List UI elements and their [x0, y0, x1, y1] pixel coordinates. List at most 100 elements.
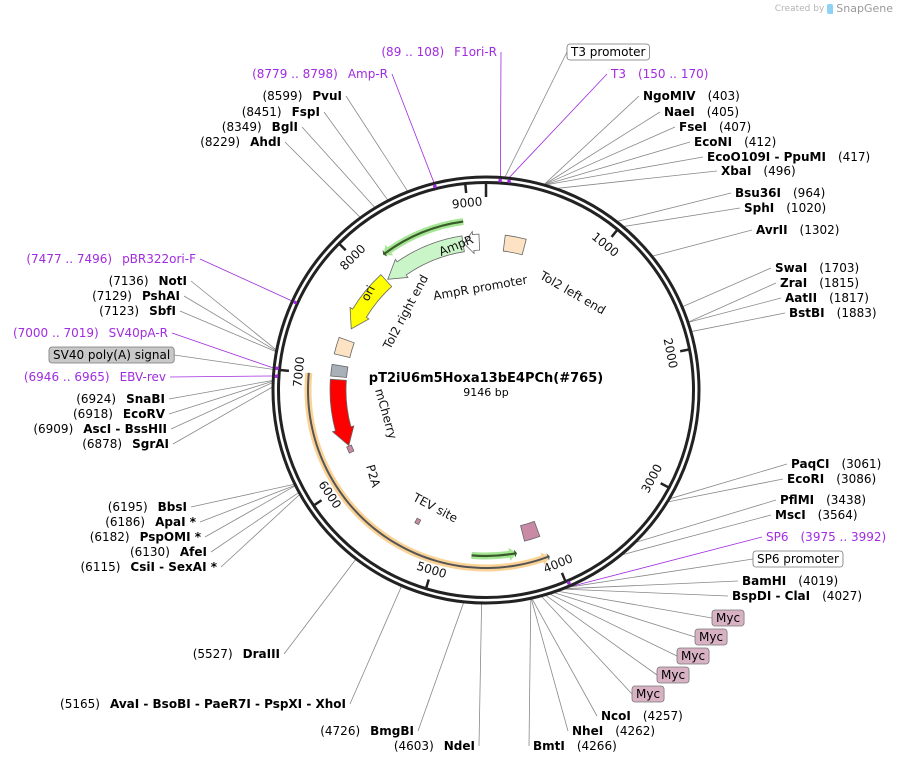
primer-range: (7000 .. 7019) — [13, 326, 99, 340]
feature-leader-line — [541, 596, 633, 695]
tick-label: 1000 — [589, 230, 621, 260]
orf-highlight — [383, 218, 464, 256]
primer-leader-line — [499, 51, 502, 177]
enzyme-leader-line — [530, 599, 569, 732]
enzyme-leader-line — [544, 111, 661, 185]
feature-ampr-promoter — [463, 230, 481, 255]
enzyme-leader-line — [531, 598, 598, 717]
enzyme-site-label: BmtI (4266) — [533, 739, 617, 753]
enzyme-leader-line — [557, 170, 718, 189]
tick-label: 7000 — [290, 356, 307, 388]
enzyme-site-label: (8349) BglI — [222, 120, 298, 134]
enzyme-name: FspI — [292, 105, 320, 119]
feature-box — [752, 550, 844, 568]
enzyme-site-label: (7123) SbfI — [99, 304, 176, 318]
feature-leader-line — [554, 592, 696, 638]
tick-mark — [610, 229, 619, 238]
enzyme-leader-line — [349, 586, 402, 705]
primer-label: (6946 .. 6965) EBV-rev — [24, 370, 166, 384]
tick-mark — [313, 499, 323, 507]
enzyme-leader-line — [688, 282, 777, 323]
feature-leader-line — [504, 51, 568, 178]
feature-box-label: SV40 poly(A) signal — [53, 348, 170, 362]
enzyme-position: (6924) — [76, 392, 116, 406]
feature-box-label: Myc — [661, 668, 685, 682]
primer-name: SP6 — [766, 530, 789, 544]
enzyme-name: XbaI — [721, 164, 751, 178]
enzyme-position: (4266) — [577, 739, 617, 753]
enzyme-name: AvrII — [756, 223, 788, 237]
primer-name: pBR322ori-F — [122, 252, 196, 266]
feature-box — [676, 647, 710, 665]
enzyme-leader-line — [544, 126, 676, 185]
enzyme-position: (7129) — [92, 289, 132, 303]
feature-marker — [330, 363, 349, 378]
enzyme-site-label: SphI (1020) — [744, 201, 826, 215]
feature-ori — [349, 274, 393, 330]
enzyme-leader-line — [345, 95, 408, 192]
enzyme-position: (403) — [708, 89, 740, 103]
snapgene-watermark: Created by SnapGene — [775, 2, 893, 15]
enzyme-name: BbsI — [158, 500, 187, 514]
enzyme-leader-line — [670, 463, 788, 499]
enzyme-leader-line — [168, 381, 273, 415]
enzyme-site-label: BamHI (4019) — [742, 574, 838, 588]
primer-leader-line — [199, 258, 292, 302]
enzyme-site-label: (6924) SnaBI — [76, 392, 165, 406]
primer-range: (7477 .. 7496) — [26, 252, 112, 266]
enzyme-leader-line — [546, 156, 704, 186]
enzyme-site-label: (8229) AhdI — [200, 135, 281, 149]
enzyme-position: (407) — [719, 120, 751, 134]
created-by-text: Created by — [774, 3, 825, 14]
enzyme-site-label: NheI (4262) — [572, 724, 655, 738]
enzyme-name: AfeI — [180, 545, 207, 559]
enzyme-name: MscI — [775, 508, 806, 522]
primer-label: (8779 .. 8798) Amp-R — [252, 67, 388, 81]
enzyme-name: AatII — [785, 291, 817, 305]
feature-ampr — [387, 235, 465, 280]
enzyme-name: EcoO109I - PpuMI — [707, 150, 826, 164]
primer-site-marker — [274, 374, 279, 379]
enzyme-position: (5165) — [60, 697, 100, 711]
enzyme-position: (5527) — [193, 647, 233, 661]
feature-box-label: Myc — [636, 687, 660, 701]
enzyme-position: (3086) — [836, 472, 876, 486]
feature-box-sv40-poly-a-signal: SV40 poly(A) signal — [48, 346, 175, 364]
enzyme-leader-line — [688, 297, 782, 323]
enzyme-position: (964) — [793, 186, 825, 200]
enzyme-name: BglI — [272, 120, 298, 134]
feature-leader-line — [549, 593, 678, 657]
enzyme-name: PaqCI — [791, 457, 829, 471]
primer-range: (150 .. 170) — [638, 67, 708, 81]
enzyme-leader-line — [179, 310, 276, 352]
enzyme-position: (4726) — [320, 724, 360, 738]
primer-name: F1ori-R — [454, 45, 497, 59]
feature-label: Tol2 left end — [537, 268, 608, 317]
enzyme-site-label: (8599) PvuI — [262, 89, 342, 103]
feature-box-myc: Myc — [656, 666, 690, 684]
enzyme-leader-line — [636, 499, 777, 543]
feature-box-label: Myc — [681, 649, 705, 663]
enzyme-name: NcoI — [601, 709, 631, 723]
enzyme-leader-line — [545, 141, 691, 185]
enzyme-position: (3438) — [826, 493, 866, 507]
feature-box — [566, 43, 650, 61]
enzyme-site-label: (6918) EcoRV — [73, 407, 166, 421]
enzyme-site-label: NgoMIV (403) — [643, 89, 740, 103]
primer-name: T3 — [610, 67, 626, 81]
enzyme-leader-line — [652, 229, 753, 257]
enzyme-name: NgoMIV — [643, 89, 696, 103]
enzyme-site-label: Bsu36I (964) — [735, 186, 825, 200]
enzyme-site-label: NaeI (405) — [664, 105, 739, 119]
enzyme-site-label: (6130) AfeI — [130, 545, 207, 559]
enzyme-name: SnaBI — [126, 392, 165, 406]
enzyme-position: (6115) — [81, 560, 121, 574]
feature-tol2-left-end — [502, 234, 527, 256]
primer-name: SV40pA-R — [109, 326, 168, 340]
enzyme-leader-line — [622, 514, 772, 556]
enzyme-position: (8229) — [200, 135, 240, 149]
enzyme-leader-line — [691, 312, 786, 332]
enzyme-leader-line — [183, 295, 276, 351]
